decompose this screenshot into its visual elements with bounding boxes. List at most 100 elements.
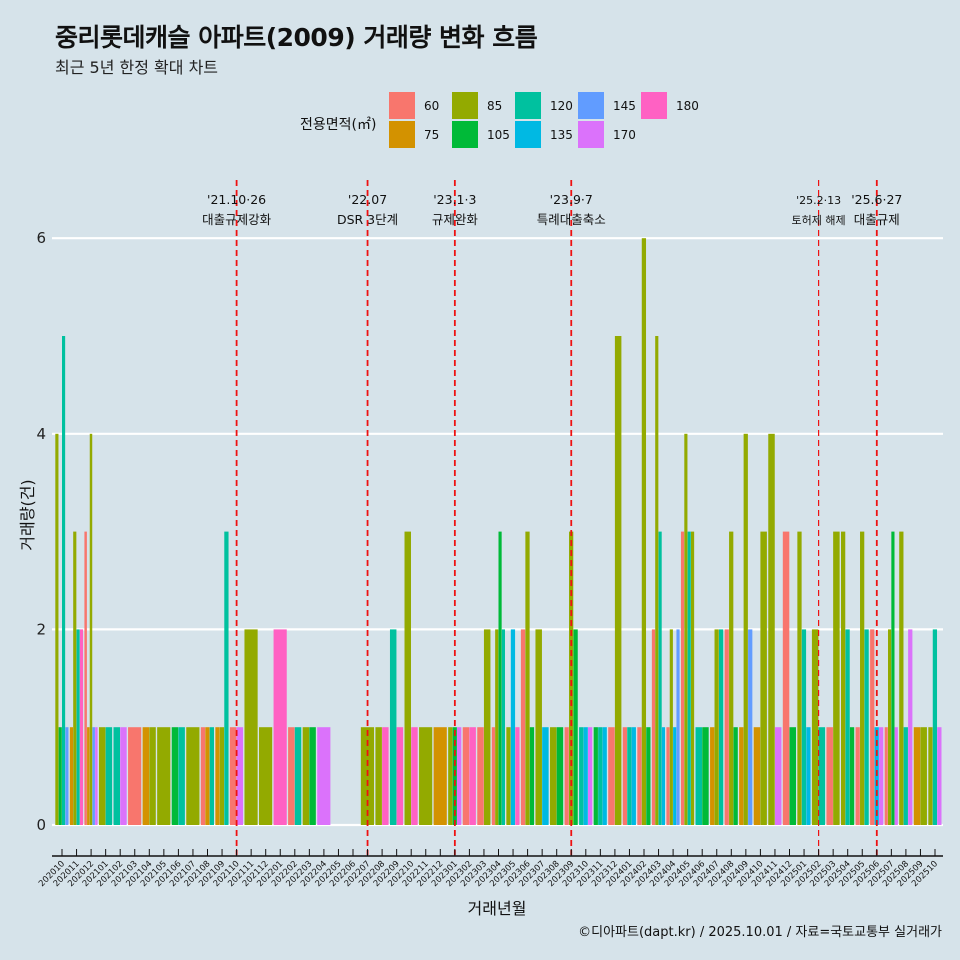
- bar-202302-180: [469, 727, 476, 825]
- event-label: 대출규제: [854, 212, 900, 227]
- legend-swatch: [641, 92, 667, 119]
- x-axis-title: 거래년월: [468, 899, 527, 918]
- bar-202210-180: [411, 727, 418, 825]
- bar-202501-120: [801, 629, 807, 825]
- bar-202308-105: [556, 727, 564, 825]
- bar-202404-135: [673, 727, 677, 825]
- bar-202306-85: [525, 531, 530, 825]
- bar-202403-85: [655, 336, 659, 825]
- bar-202402-105: [646, 727, 651, 825]
- bar-202210-85: [404, 531, 411, 825]
- bar-202111-85: [244, 629, 258, 825]
- bar-202202-60: [288, 727, 295, 825]
- legend-label: 135: [550, 127, 573, 142]
- bar-202506-60: [870, 629, 875, 825]
- bar-202110-60: [229, 727, 237, 825]
- legend-item-145: 145: [578, 92, 636, 119]
- bar-202309-105: [573, 629, 578, 825]
- bar-202311-120: [598, 727, 603, 825]
- bar-202407-120: [718, 629, 724, 825]
- legend-item-75: 75: [389, 121, 439, 148]
- bar-202109-75: [215, 727, 220, 825]
- y-tick-label: 6: [36, 229, 46, 247]
- bar-202507-170: [894, 727, 898, 825]
- bar-202208-180: [382, 727, 389, 825]
- legend-item-85: 85: [452, 92, 502, 119]
- bar-202404-145: [676, 629, 680, 825]
- bar-202312-85: [614, 336, 622, 825]
- event-label: 특례대출축소: [537, 212, 606, 227]
- bar-202307-135: [542, 727, 549, 825]
- bar-202306-60: [520, 629, 526, 825]
- legend-item-135: 135: [515, 121, 573, 148]
- bar-202305-85: [506, 727, 511, 825]
- bar-202504-85: [841, 531, 846, 825]
- legend-swatch: [452, 92, 478, 119]
- bar-202309-60: [564, 727, 569, 825]
- bar-202310-135: [583, 727, 588, 825]
- legend-swatch: [452, 121, 478, 148]
- bar-202302-60: [462, 727, 470, 825]
- legend-label: 145: [613, 98, 636, 113]
- event-date: '25.6·27: [851, 192, 902, 207]
- bar-202308-85: [550, 727, 557, 825]
- bar-202506-135: [874, 727, 879, 825]
- bar-202203-105: [309, 727, 316, 825]
- legend-swatch: [389, 92, 415, 119]
- bar-202412-60: [782, 531, 790, 825]
- bar-202505-60: [855, 727, 860, 825]
- legend-swatch: [578, 92, 604, 119]
- bar-202104-75: [142, 727, 150, 825]
- legend-item-105: 105: [452, 121, 510, 148]
- bar-202408-60: [724, 629, 729, 825]
- bar-202507-85: [888, 629, 892, 825]
- bar-202105-85: [157, 727, 171, 825]
- event-date: '23.1·3: [433, 192, 476, 207]
- bar-202301-170: [457, 727, 462, 825]
- bar-202204-170: [317, 727, 331, 825]
- bar-202011-180: [79, 629, 84, 825]
- bar-202209-180: [396, 727, 404, 825]
- legend-swatch: [515, 121, 541, 148]
- chart-subtitle: 최근 5년 한정 확대 차트: [55, 58, 219, 77]
- y-tick-label: 4: [36, 425, 46, 443]
- legend-swatch: [515, 92, 541, 119]
- bar-202307-85: [535, 629, 542, 825]
- bar-202303-85: [483, 629, 491, 825]
- bar-202209-120: [389, 629, 397, 825]
- bar-202212-75: [433, 727, 447, 825]
- bar-202012-75: [87, 727, 90, 825]
- legend-swatch: [389, 121, 415, 148]
- bar-202405-85: [691, 531, 695, 825]
- bar-202108-120: [209, 727, 214, 825]
- bar-202508-170: [908, 629, 913, 825]
- bar-202507-60: [884, 727, 888, 825]
- bar-202510-170: [937, 727, 942, 825]
- bar-202411-170: [774, 727, 782, 825]
- bar-202411-85: [768, 433, 775, 825]
- bar-202107-85: [186, 727, 200, 825]
- event-date: '22.07: [348, 192, 387, 207]
- bar-202311-105: [593, 727, 598, 825]
- bar-202011-120: [76, 629, 80, 825]
- legend-label: 120: [550, 98, 573, 113]
- bar-202102-170: [120, 727, 127, 825]
- bar-202304-85: [495, 629, 499, 825]
- bar-202306-105: [529, 727, 535, 825]
- y-axis-title: 거래량(건): [18, 479, 37, 550]
- bar-202406-105: [702, 727, 709, 825]
- bar-202501-85: [797, 531, 802, 825]
- bar-202409-145: [748, 629, 753, 825]
- bar-202407-85: [714, 629, 719, 825]
- bar-202403-120: [658, 531, 662, 825]
- bar-202207-85: [360, 727, 375, 825]
- bar-202208-85: [375, 727, 382, 825]
- bar-202508-85: [899, 531, 904, 825]
- bar-202403-135: [661, 727, 666, 825]
- bar-202010-105: [58, 727, 62, 825]
- event-label: 규제완화: [432, 212, 479, 227]
- bar-202304-105: [498, 531, 502, 825]
- event-date: '23.9·7: [550, 192, 593, 207]
- bar-202311-135: [602, 727, 607, 825]
- bar-202503-60: [826, 727, 833, 825]
